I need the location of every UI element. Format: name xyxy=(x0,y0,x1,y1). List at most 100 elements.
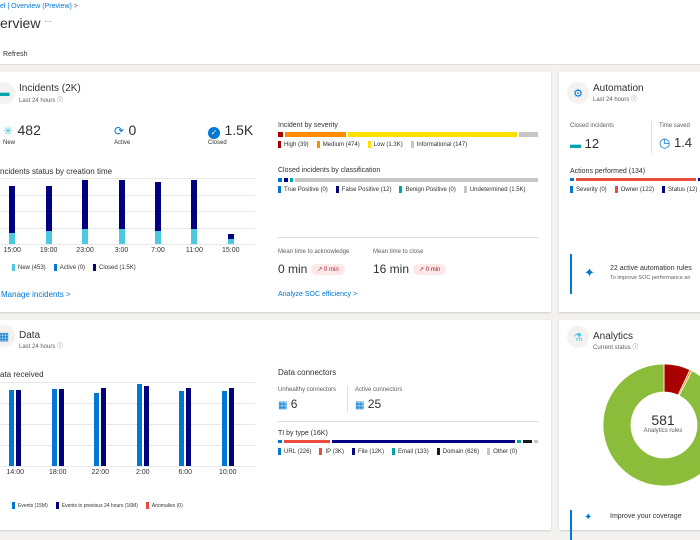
bar-segment[interactable] xyxy=(278,178,282,182)
legend-item[interactable]: Severity (0) xyxy=(570,186,607,193)
bar[interactable] xyxy=(45,185,52,232)
bar[interactable] xyxy=(9,232,16,244)
bar[interactable] xyxy=(16,390,22,466)
breadcrumb[interactable]: el | Overview (Preview) > xyxy=(0,3,78,10)
x-tick-label: 22:00 xyxy=(91,469,110,476)
rules-title: 22 active automation rules xyxy=(610,265,692,272)
bar[interactable] xyxy=(9,390,15,466)
legend-events[interactable]: Events (15M) xyxy=(12,502,48,509)
x-tick-label: 2:00 xyxy=(135,469,150,476)
closed-incidents-value: ▬ 12 xyxy=(570,136,600,151)
bar[interactable] xyxy=(154,182,161,232)
bar[interactable] xyxy=(186,388,192,466)
legend-item[interactable]: URL (226) xyxy=(278,448,311,455)
page-header: el | Overview (Preview) > erview ··· Ref… xyxy=(0,0,700,65)
legend-item[interactable]: Owner (122) xyxy=(614,186,654,193)
bar-segment[interactable] xyxy=(575,178,697,181)
stat-value: 1.5K xyxy=(224,122,254,138)
ti-title: TI by type (16K) xyxy=(278,430,328,437)
legend-closed[interactable]: Closed (1.5K) xyxy=(93,264,136,271)
bar[interactable] xyxy=(118,228,125,244)
bar-segment[interactable] xyxy=(331,440,515,443)
legend-item[interactable]: File (12K) xyxy=(352,448,384,455)
bar[interactable] xyxy=(118,179,125,229)
legend-new[interactable]: New (453) xyxy=(12,264,46,271)
legend-item[interactable]: Undetermined (1.5K) xyxy=(463,186,526,193)
x-tick-label: 15:00 xyxy=(222,247,240,254)
legend-active[interactable]: Active (0) xyxy=(53,264,85,271)
legend-item[interactable]: False Positive (12) xyxy=(335,186,391,193)
bar[interactable] xyxy=(154,231,161,244)
bar-segment[interactable] xyxy=(516,440,521,443)
stat-new[interactable]: ✳ 482 New xyxy=(3,122,41,146)
bar[interactable] xyxy=(9,185,16,233)
improve-coverage-banner[interactable]: ✦ Improve your coverage xyxy=(570,510,700,540)
bar[interactable] xyxy=(82,179,89,229)
bar-segment[interactable] xyxy=(283,440,330,443)
stat-active[interactable]: ⟳ 0 Active xyxy=(114,122,136,146)
bar-segment[interactable] xyxy=(285,132,347,137)
bar[interactable] xyxy=(45,231,52,244)
x-tick-label: 19:00 xyxy=(39,247,58,254)
legend-item[interactable]: True Positive (0) xyxy=(278,186,328,193)
mtta-delta-badge: ↗ 0 min xyxy=(311,264,345,276)
more-options-button[interactable]: ··· xyxy=(44,17,52,26)
bar-segment[interactable] xyxy=(698,178,700,181)
bar[interactable] xyxy=(221,391,227,466)
legend-item[interactable]: Other (0) xyxy=(487,448,517,455)
analyze-soc-link[interactable]: Analyze SOC efficiency > xyxy=(278,291,358,298)
legend-item[interactable]: High (39) xyxy=(278,141,309,148)
refresh-button[interactable]: Refresh xyxy=(3,51,28,58)
manage-incidents-link[interactable]: Manage incidents > xyxy=(1,290,71,299)
info-icon[interactable]: ⓘ xyxy=(57,344,64,350)
donut-slice[interactable] xyxy=(602,363,700,487)
bar-segment[interactable] xyxy=(534,440,538,443)
active-value[interactable]: ▦ 25 xyxy=(355,397,382,411)
legend-item[interactable]: IP (3K) xyxy=(319,448,344,455)
legend-item[interactable]: Informational (147) xyxy=(410,141,467,148)
bar[interactable] xyxy=(94,392,100,466)
bar[interactable] xyxy=(228,388,234,466)
bar[interactable] xyxy=(227,238,234,244)
bar[interactable] xyxy=(191,228,198,244)
legend-previous[interactable]: Events in previous 24 hours (16M) xyxy=(55,502,138,509)
unhealthy-value[interactable]: ▦ 6 xyxy=(278,397,298,411)
bar-segment[interactable] xyxy=(289,178,294,182)
bar-segment[interactable] xyxy=(283,178,288,182)
stat-closed[interactable]: ✓ 1.5K Closed xyxy=(208,122,253,146)
analytics-subtitle: Current status ⓘ xyxy=(593,345,639,351)
breadcrumb-link[interactable]: el | Overview (Preview) xyxy=(0,3,72,10)
info-icon[interactable]: ⓘ xyxy=(57,98,64,104)
bar-segment[interactable] xyxy=(278,440,282,443)
legend-item[interactable]: Medium (474) xyxy=(316,141,360,148)
data-title: Data xyxy=(19,330,41,341)
legend-item[interactable]: Low (1.3K) xyxy=(367,141,403,148)
bar[interactable] xyxy=(101,388,107,466)
bar-segment[interactable] xyxy=(278,132,284,137)
bar[interactable] xyxy=(179,391,185,466)
bar-segment[interactable] xyxy=(570,178,574,181)
bar[interactable] xyxy=(227,233,234,239)
legend-item[interactable]: Status (12) xyxy=(662,186,697,193)
info-icon[interactable]: ⓘ xyxy=(632,345,639,351)
bar[interactable] xyxy=(143,386,149,466)
info-icon[interactable]: ⓘ xyxy=(631,97,638,103)
bar[interactable] xyxy=(58,389,64,466)
legend-item[interactable]: Email (133) xyxy=(392,448,429,455)
x-tick-label: 6:00 xyxy=(178,469,193,476)
bar[interactable] xyxy=(136,384,142,466)
bar[interactable] xyxy=(51,389,57,466)
automation-rules-banner[interactable]: ✦ 22 active automation rules To improve … xyxy=(570,254,700,294)
rules-subtitle: To improve SOC performance an xyxy=(610,275,691,281)
legend-item[interactable]: Benign Positive (0) xyxy=(399,186,456,193)
legend-anomalies[interactable]: Anomalies (0) xyxy=(145,502,183,509)
bar-segment[interactable] xyxy=(522,440,533,443)
bar-segment[interactable] xyxy=(348,132,517,137)
stat-label: New xyxy=(3,140,16,146)
legend-item[interactable]: Domain (626) xyxy=(436,448,479,455)
bar-segment[interactable] xyxy=(295,178,538,182)
bar[interactable] xyxy=(82,228,89,244)
x-tick-label: 15:00 xyxy=(3,247,21,254)
bar-segment[interactable] xyxy=(518,132,538,137)
bar[interactable] xyxy=(191,179,198,229)
